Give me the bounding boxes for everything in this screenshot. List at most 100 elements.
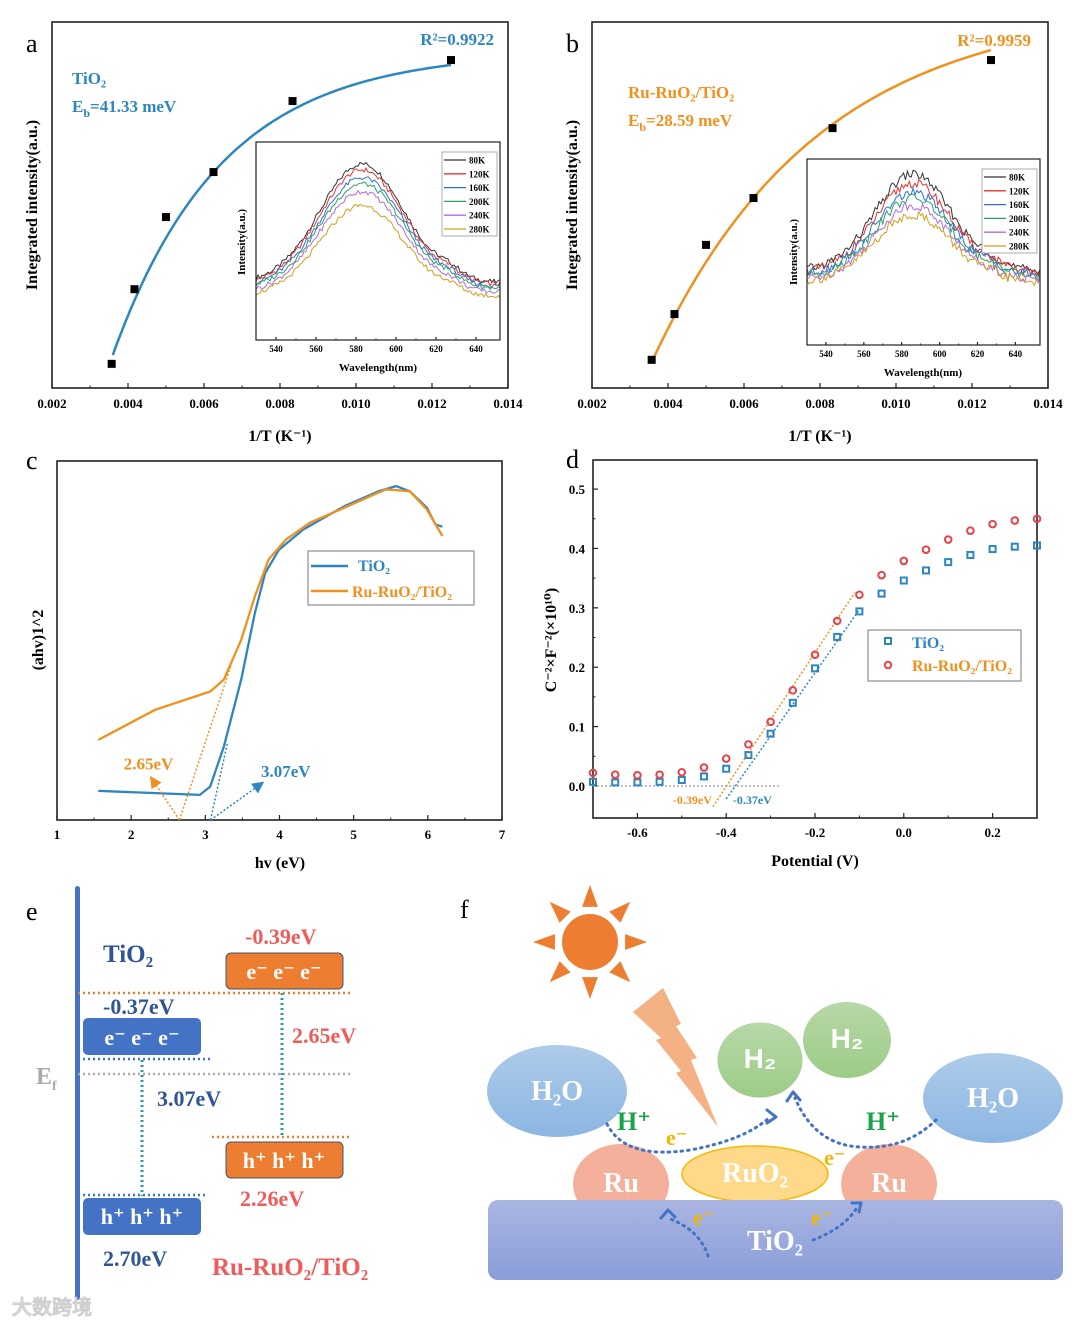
legend-label: 160K [469, 183, 490, 193]
arrow-icon [765, 1108, 778, 1125]
proton-label: H⁺ [617, 1107, 651, 1136]
inset-legend [981, 168, 1038, 254]
y-axis-label: (ahv)1^2 [30, 610, 47, 671]
x-tick-label: 620 [971, 349, 985, 359]
inset-y-axis-label: Intensity(a.u.) [788, 219, 800, 285]
data-point-square [922, 566, 930, 575]
x-tick-label: 580 [349, 344, 363, 354]
legend-label: 280K [1009, 242, 1030, 252]
data-point [702, 240, 710, 249]
tio2-label: TiO₂ [747, 1226, 803, 1257]
panel-label: c [26, 446, 38, 475]
x-tick-label: 0.004 [653, 396, 683, 411]
panel-e-band-diagram: e TiO₂ -0.39eV e⁻ e⁻ e⁻ -0.37eV e⁻ e⁻ e⁻… [12, 886, 368, 1319]
x-tick-label: 600 [933, 349, 947, 359]
x-tick-label: 0.004 [113, 396, 143, 411]
bandgap-annotation: 2.65eV [124, 755, 174, 774]
hydrogen-label: H₂ [831, 1023, 864, 1054]
data-point [209, 168, 218, 177]
data-point-circle [832, 616, 842, 626]
data-point-square [833, 632, 842, 641]
electron-path [811, 1204, 860, 1242]
data-point-circle [810, 650, 820, 660]
plot-frame [806, 158, 1041, 346]
x-tick-label: 540 [819, 349, 833, 359]
x-tick-label: 0.014 [493, 396, 523, 411]
x-tick-label: 0.008 [805, 396, 835, 411]
tio2-bandgap-value: 3.07eV [157, 1086, 221, 1111]
tio2-label: TiO₂ [103, 941, 153, 968]
x-axis-label: hv (eV) [255, 855, 305, 872]
legend-label: 240K [469, 211, 490, 221]
fermi-level-label: Ef [36, 1064, 57, 1094]
y-axis-label: Integrated intensity(a.u.) [24, 120, 41, 290]
x-tick-label: -0.4 [716, 825, 737, 840]
ru-label: Ru [603, 1168, 639, 1199]
legend-label: TiO₂ [358, 558, 390, 575]
spectrum-line [255, 161, 501, 284]
x-tick-label: 640 [469, 344, 483, 354]
x-tick-label: 3 [202, 827, 209, 842]
sun-ray [609, 901, 631, 923]
plot-area: 0.002 0.004 0.006 0.008 0.010 0.012 0.014 [577, 21, 1063, 411]
panel-label: f [460, 895, 469, 924]
electron-label: e⁻ [666, 1125, 687, 1150]
data-point-circle [677, 767, 687, 777]
data-point-circle [721, 754, 731, 763]
electron-label: e⁻ [824, 1145, 845, 1170]
fit-line [725, 609, 861, 800]
proton-label: H⁺ [866, 1107, 900, 1136]
data-point-square [944, 558, 953, 567]
water-molecule-right [923, 1053, 1063, 1143]
fit-line [712, 591, 856, 808]
ru-vb-value: 2.26eV [240, 1186, 304, 1211]
tangent-line [178, 666, 232, 821]
data-point-circle [766, 717, 775, 727]
watermark: 大数跨境 [12, 1295, 92, 1319]
plot-frame [255, 141, 501, 341]
legend-marker-circle [883, 660, 893, 670]
legend-label: 80K [1009, 173, 1025, 183]
plot-area: 0.002 0.004 0.006 0.008 0.010 0.012 0.014 [37, 21, 523, 411]
y-axis-label: Integrated intensity(a.u.) [564, 120, 581, 290]
x-axis-label: 1/T (K⁻¹) [248, 428, 311, 445]
x-tick-label: 0.006 [729, 396, 759, 411]
sun-disc [562, 914, 618, 970]
x-axis-label: 1/T (K⁻¹) [788, 428, 851, 445]
x-tick-label: 0.2 [984, 825, 1000, 840]
ru-cb-value: -0.39eV [245, 924, 317, 949]
water-molecule-left [487, 1045, 627, 1137]
binding-energy-annotation: Eb=28.59 meV [628, 111, 733, 134]
legend-label: 200K [1009, 214, 1030, 224]
annotation-arrow [210, 781, 265, 821]
electron-label: e⁻ [811, 1205, 832, 1230]
data-point-circle [788, 686, 798, 695]
data-point-circle [877, 570, 886, 580]
data-point-square [655, 777, 664, 786]
data-point-circle [988, 519, 997, 529]
data-point-square [988, 545, 997, 554]
series-line [97, 488, 444, 741]
series-line [98, 484, 443, 797]
panel-c: c 1 2 3 4 5 6 7 2.65eV 3.07eV hv (eV) (ahv)1^2 T… [26, 446, 506, 872]
r-squared-annotation: R²=0.9959 [957, 31, 1031, 50]
data-point-square [877, 589, 886, 598]
y-tick-label: 0.5 [569, 482, 586, 497]
data-point-square [677, 776, 686, 785]
x-tick-label: 1 [54, 827, 61, 842]
arrowheads [659, 1090, 863, 1220]
x-tick-label: 7 [499, 827, 506, 842]
spectrum-line [806, 202, 1041, 285]
x-tick-label: 0.008 [265, 396, 295, 411]
hydrogen-molecule [803, 1002, 891, 1078]
water-label: H₂O [531, 1076, 583, 1107]
data-point-square [1033, 541, 1041, 550]
legend-label: 280K [469, 225, 490, 235]
x-tick-label: 600 [389, 344, 403, 354]
spectrum-line [806, 193, 1041, 282]
data-point [828, 124, 837, 133]
data-point [107, 359, 116, 368]
data-point-square [899, 576, 908, 585]
panel-f-mechanism: f H₂O H₂O H₂ H₂ Ru Ru RuO₂ TiO₂ H⁺ [460, 885, 1063, 1280]
